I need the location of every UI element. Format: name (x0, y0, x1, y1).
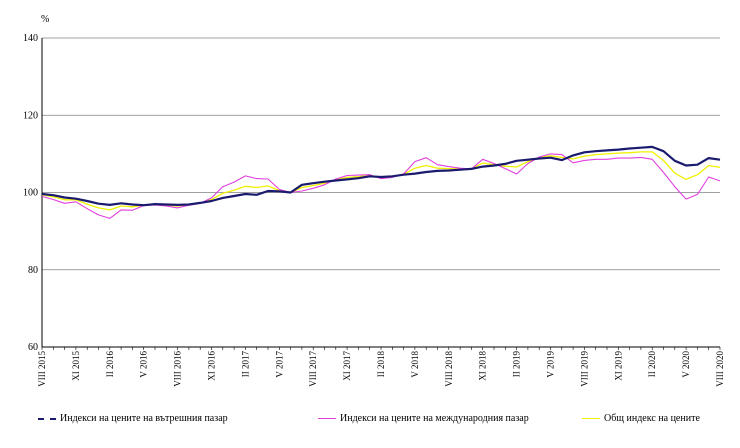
y-tick-label: 140 (23, 33, 38, 44)
legend-swatch-international (318, 418, 336, 419)
series-line-domestic (41, 145, 721, 207)
x-tick-label: II 2019 (512, 351, 522, 378)
legend-swatch-domestic (38, 417, 56, 420)
x-tick-label: XI 2015 (71, 351, 81, 381)
x-tick-label: VIII 2017 (308, 351, 318, 387)
legend-label-total: Общ индекс на цените (604, 413, 700, 424)
x-tick-label: V 2020 (681, 351, 691, 378)
legend-swatch-total (582, 418, 600, 419)
x-tick-label: II 2016 (105, 351, 115, 378)
x-tick-label: VIII 2016 (173, 351, 183, 387)
x-tick-label: V 2017 (274, 351, 284, 378)
x-tick-label: II 2017 (240, 351, 250, 378)
x-tick-label: VIII 2015 (37, 351, 47, 387)
y-tick-label: 120 (23, 110, 38, 121)
axes (41, 38, 721, 350)
series-line-total (41, 151, 721, 211)
x-tick-label: XI 2018 (478, 351, 488, 381)
y-tick-label: 80 (28, 265, 38, 276)
legend-label-domestic: Индекси на цените на вътрешния пазар (60, 413, 228, 424)
x-tick-label: XI 2019 (613, 351, 623, 381)
x-tick-label: VIII 2019 (579, 351, 589, 387)
legend-label-international: Индекси на цените на международния пазар (340, 413, 529, 424)
legend-item-international: Индекси на цените на международния пазар (318, 413, 529, 424)
x-tick-label: VIII 2020 (715, 351, 725, 387)
gridlines (42, 37, 720, 348)
x-tick-label: II 2018 (376, 351, 386, 378)
x-tick-label: V 2016 (139, 351, 149, 378)
legend: Индекси на цените на вътрешния пазар Инд… (0, 413, 740, 435)
x-tick-label: V 2018 (410, 351, 420, 378)
x-tick-label: V 2019 (546, 351, 556, 378)
x-tick-label: VIII 2018 (444, 351, 454, 387)
y-tick-label: 60 (28, 342, 38, 353)
y-axis-unit-label: % (41, 14, 49, 25)
x-tick-label: XI 2016 (207, 351, 217, 381)
series-line-international (41, 153, 721, 219)
x-tick-label: II 2020 (647, 351, 657, 378)
x-tick-label: XI 2017 (342, 351, 352, 381)
legend-item-domestic: Индекси на цените на вътрешния пазар (38, 413, 228, 424)
y-tick-label: 100 (23, 188, 38, 199)
legend-item-total: Общ индекс на цените (582, 413, 700, 424)
series-lines (41, 145, 721, 219)
tick-labels: 60 80 100 120 140 VIII 2015 XI 2015 II 2016 V 20… (23, 33, 725, 387)
